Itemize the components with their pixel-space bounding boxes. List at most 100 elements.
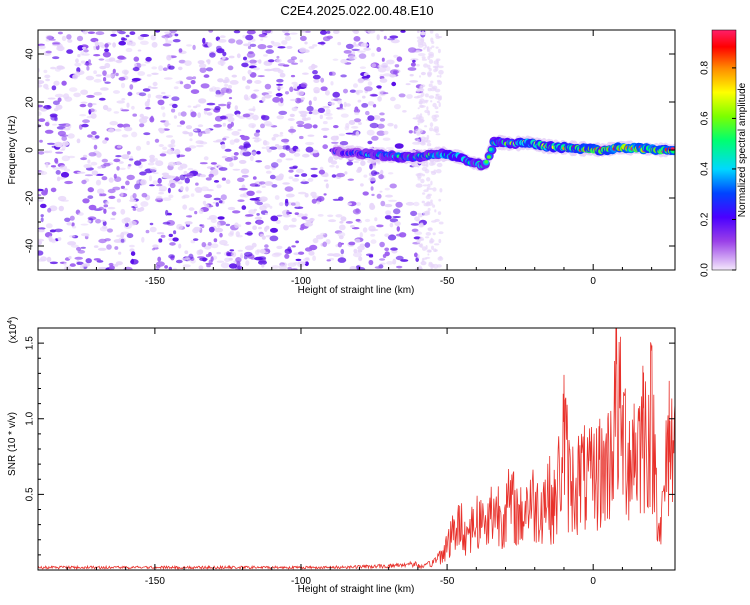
spectrogram-noise-cell — [420, 71, 426, 76]
spectrogram-noise-cell — [308, 250, 315, 256]
spectrogram-noise-cell — [374, 217, 378, 222]
spectrogram-noise-cell — [377, 67, 387, 73]
spectrogram-noise-cell — [245, 34, 254, 41]
spectrogram-noise-cell — [228, 38, 236, 44]
spectrogram-noise-cell — [162, 221, 171, 225]
spectrogram-noise-cell — [369, 228, 379, 232]
spectrogram-noise-cell — [417, 164, 420, 168]
spectrogram-noise-cell — [110, 33, 117, 37]
spectrogram-noise-cell — [40, 217, 44, 223]
spectrogram-noise-cell — [227, 116, 235, 123]
spectrogram-noise-cell — [320, 86, 328, 91]
spectrogram-noise-cell — [158, 127, 164, 132]
spectrogram-noise-cell — [367, 140, 373, 145]
spectrogram-noise-cell — [233, 152, 239, 156]
spectrogram-noise-cell — [419, 223, 424, 228]
colorbar-ticks: 0.0 0.2 0.4 0.6 0.8 — [700, 61, 736, 277]
colorbar-frame — [711, 29, 737, 271]
spectrogram-noise-cell — [353, 118, 362, 123]
spectrogram-noise-cell — [258, 260, 267, 265]
spectrogram-noise-cell — [83, 164, 92, 169]
spectrogram-noise-cell — [129, 84, 134, 90]
spectrogram-noise-cell — [317, 214, 324, 217]
spectrogram-noise-cell — [426, 49, 431, 53]
spectrogram-noise-cell — [102, 139, 108, 144]
spectrogram-noise-cell — [135, 145, 142, 151]
spectrogram-noise-cell — [222, 137, 227, 141]
spectrogram-noise-cell — [98, 266, 108, 270]
spectrogram-noise-cell — [410, 223, 420, 226]
spectrogram-noise-cell — [38, 118, 46, 122]
spectrogram-noise-cell — [419, 104, 424, 108]
spectrogram-noise-cell — [305, 219, 314, 222]
spectrogram-noise-cell — [253, 132, 260, 137]
spectrogram-noise-cell — [362, 191, 369, 196]
spectrogram-noise-cell — [126, 174, 135, 181]
spectrogram-noise-cell — [88, 59, 91, 64]
spectrogram-noise-cell — [436, 162, 443, 168]
spectrogram-noise-cell — [199, 141, 204, 145]
spectrogram-noise-cell — [38, 84, 43, 88]
spectrogram-noise-cell — [296, 90, 305, 96]
spectrogram-noise-cell — [54, 116, 58, 122]
spectrogram-noise-cell — [313, 78, 320, 84]
spectrogram-noise-cell — [238, 159, 247, 164]
spectrogram-noise-cell — [370, 186, 374, 191]
spectrogram-noise-cell — [222, 122, 226, 127]
spectrogram-noise-cell — [389, 183, 397, 189]
spectrogram-noise-cell — [164, 33, 173, 38]
spectrogram-noise-cell — [357, 99, 362, 103]
spectrogram-noise-cell — [50, 239, 56, 242]
spectrogram-noise-cell — [400, 30, 406, 33]
spectrogram-noise-cell — [165, 135, 174, 138]
spectrogram-noise-cell — [91, 170, 99, 176]
spectrogram-noise-cell — [221, 155, 228, 159]
spectrogram-noise-cell — [381, 57, 385, 62]
spectrogram-noise-cell — [256, 249, 261, 253]
spectrogram-noise-cell — [176, 161, 181, 166]
svg-text:(x104): (x104) — [7, 317, 19, 344]
spectrogram-noise-cell — [367, 81, 373, 86]
spectrogram-noise-cell — [172, 237, 179, 242]
spectrogram-noise-cell — [129, 244, 135, 248]
spectrogram-noise-cell — [379, 241, 385, 248]
spectrogram-noise-cell — [137, 49, 142, 52]
spectrogram-noise-cell — [188, 207, 195, 211]
spectrogram-noise-cell — [294, 174, 300, 177]
spectrogram-noise-cell — [267, 91, 273, 94]
spectrogram-noise-cell — [288, 176, 294, 180]
spectrogram-noise-cell — [304, 30, 311, 33]
spectrogram-noise-cell — [93, 245, 99, 248]
spectrogram-noise-cell — [435, 111, 439, 113]
spectrogram-noise-cell — [302, 153, 310, 158]
spectrogram-noise-cell — [131, 131, 138, 138]
spectrogram-noise-cell — [165, 94, 171, 98]
spectrogram-noise-cell — [283, 224, 289, 231]
spectrogram-noise-cell — [144, 61, 151, 64]
spectrogram-noise-cell — [76, 246, 82, 251]
spectrogram-noise-cell — [431, 245, 434, 250]
spectrogram-noise-cell — [121, 98, 126, 101]
spectrogram-noise-cell — [88, 152, 97, 157]
spectrogram-noise-cell — [278, 202, 284, 207]
spectrogram-noise-cell — [183, 131, 190, 135]
spectrogram-noise-cell — [383, 35, 387, 40]
spectrogram-noise-cell — [207, 42, 213, 47]
spectrogram-noise-cell — [64, 180, 73, 185]
spectrogram-noise-cell — [157, 256, 162, 262]
spectrogram-noise-cell — [374, 266, 382, 269]
spectrogram-noise-cell — [322, 121, 328, 125]
spectrogram-noise-cell — [213, 124, 222, 128]
spectrogram-noise-cell — [284, 253, 290, 259]
spectrogram-noise-cell — [216, 260, 225, 263]
spectrogram-noise-cell — [387, 234, 397, 241]
spectrogram-noise-cell — [44, 187, 48, 194]
spectrogram-noise-cell — [338, 133, 346, 137]
spectrogram-noise-cell — [439, 188, 443, 193]
spectrogram-noise-cell — [396, 226, 400, 232]
spectrogram-noise-cell — [140, 201, 149, 207]
spectrogram-noise-cell — [108, 262, 114, 267]
spectrogram-noise-cell — [407, 67, 417, 71]
spectrogram-noise-cell — [224, 83, 229, 87]
spectrogram-noise-cell — [276, 145, 284, 150]
